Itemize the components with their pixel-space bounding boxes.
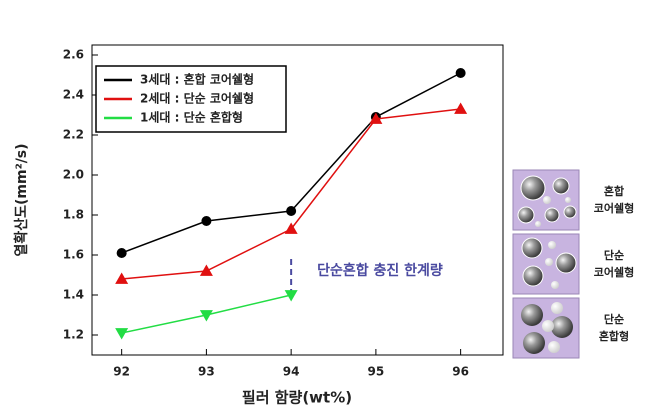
x-axis-title: 필러 함량(wt%) — [242, 389, 352, 407]
marker — [284, 290, 298, 302]
panel-3 — [512, 297, 580, 359]
marker — [201, 216, 212, 226]
marker — [454, 102, 468, 114]
panel-label: 코어쉘형 — [594, 265, 634, 279]
marker — [199, 264, 213, 276]
y-tick-label: 2.4 — [63, 88, 84, 102]
panel-label: 단순 — [604, 248, 624, 262]
legend-label: 1세대 : 단순 혼합형 — [140, 110, 243, 125]
y-tick-label: 1.8 — [63, 208, 84, 222]
y-tick-label: 2.0 — [63, 168, 84, 182]
marker — [286, 206, 297, 216]
legend-label: 3세대 : 혼합 코어쉘형 — [140, 72, 254, 87]
panel-label: 코어쉘형 — [594, 201, 634, 215]
marker — [369, 112, 383, 124]
panel-2 — [512, 233, 580, 295]
y-tick-label: 2.2 — [63, 128, 84, 142]
marker — [455, 68, 466, 78]
y-axis-title: 열확산도(mm²/s) — [13, 143, 30, 256]
panel-label: 단순 — [604, 312, 624, 326]
panel-label: 혼합 — [604, 184, 624, 198]
x-tick-label: 96 — [452, 365, 469, 379]
y-tick-label: 1.4 — [63, 288, 84, 302]
marker — [115, 328, 129, 340]
x-tick-label: 94 — [283, 365, 300, 379]
marker — [115, 272, 129, 284]
legend-label: 2세대 : 단순 코어쉘형 — [140, 91, 254, 106]
y-tick-label: 1.6 — [63, 248, 84, 262]
y-tick-label: 1.2 — [63, 328, 84, 342]
x-tick-label: 93 — [198, 365, 215, 379]
marker — [284, 222, 298, 234]
marker — [116, 248, 127, 258]
panel-1 — [512, 169, 580, 231]
x-tick-label: 95 — [368, 365, 385, 379]
marker — [199, 310, 213, 322]
limit-label: 단순혼합 충진 한계량 — [317, 262, 443, 279]
y-tick-label: 2.6 — [63, 48, 84, 62]
x-tick-label: 92 — [113, 365, 130, 379]
plot-frame — [91, 44, 504, 356]
series-line — [121, 108, 461, 280]
panel-label: 혼합형 — [599, 329, 629, 343]
